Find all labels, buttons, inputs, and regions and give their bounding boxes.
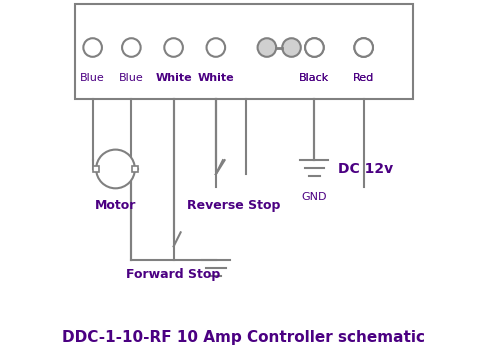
Circle shape <box>96 150 135 188</box>
Circle shape <box>83 38 102 57</box>
Text: Reverse Stop: Reverse Stop <box>187 199 280 212</box>
Circle shape <box>206 38 225 57</box>
Text: Motor: Motor <box>95 199 136 212</box>
Circle shape <box>354 38 373 57</box>
Text: Black: Black <box>299 73 329 83</box>
Text: White: White <box>155 73 192 83</box>
Text: Blue: Blue <box>119 73 144 83</box>
Text: Red: Red <box>353 73 374 83</box>
Bar <box>93 166 100 172</box>
Circle shape <box>164 38 183 57</box>
Circle shape <box>122 38 141 57</box>
Circle shape <box>282 38 301 57</box>
Text: GND: GND <box>302 192 327 202</box>
Circle shape <box>305 38 324 57</box>
Text: DC 12v: DC 12v <box>338 162 393 176</box>
Text: White: White <box>198 73 234 83</box>
Text: Forward Stop: Forward Stop <box>126 268 221 281</box>
Bar <box>132 166 138 172</box>
Text: Blue: Blue <box>80 73 105 83</box>
FancyBboxPatch shape <box>75 4 413 99</box>
Text: DDC-1-10-RF 10 Amp Controller schematic: DDC-1-10-RF 10 Amp Controller schematic <box>62 331 426 345</box>
Circle shape <box>305 38 324 57</box>
Circle shape <box>258 38 276 57</box>
Text: Red: Red <box>353 73 374 83</box>
Circle shape <box>354 38 373 57</box>
Text: Black: Black <box>299 73 329 83</box>
